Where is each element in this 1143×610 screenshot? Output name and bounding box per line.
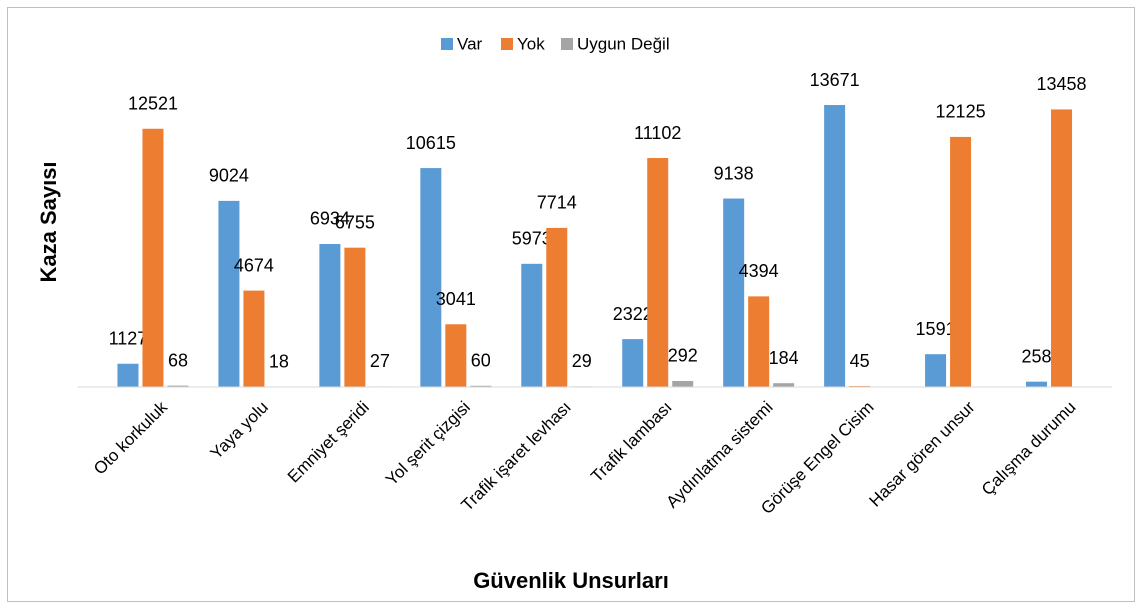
- bar: [925, 354, 947, 387]
- bar: [218, 200, 240, 387]
- data-label: 68: [168, 350, 188, 370]
- data-label: 45: [850, 351, 870, 371]
- bar: [117, 363, 139, 387]
- data-label: 13671: [810, 70, 860, 90]
- bar: [344, 247, 366, 387]
- legend-label: Var: [457, 34, 483, 53]
- legend-swatch: [441, 38, 453, 50]
- data-label: 10615: [406, 133, 456, 153]
- data-label: 1591: [916, 319, 956, 339]
- data-label: 13458: [1036, 74, 1086, 94]
- bar: [546, 227, 568, 387]
- data-label: 292: [668, 346, 698, 366]
- bar: [1051, 109, 1073, 388]
- legend-swatch: [561, 38, 573, 50]
- data-label: 9024: [209, 166, 249, 186]
- y-axis-title: Kaza Sayısı: [36, 161, 61, 282]
- data-label: 7714: [537, 193, 577, 213]
- data-label: 184: [769, 348, 799, 368]
- bar: [420, 168, 442, 387]
- bar: [748, 296, 770, 387]
- bar: [647, 158, 669, 387]
- data-label: 1127: [109, 329, 148, 349]
- bar: [950, 136, 972, 387]
- data-label: 29: [572, 351, 592, 371]
- bar: [824, 105, 846, 388]
- data-label: 12521: [128, 94, 178, 114]
- bar: [672, 380, 694, 387]
- data-label: 6934: [310, 209, 350, 229]
- legend-label: Yok: [517, 34, 545, 53]
- data-label: 4394: [739, 261, 779, 281]
- bar: [445, 324, 467, 387]
- bar: [1026, 381, 1048, 387]
- data-label: 60: [471, 351, 491, 371]
- bar: [142, 128, 164, 387]
- x-axis-title: Güvenlik Unsurları: [473, 568, 669, 593]
- data-label: 2322: [613, 304, 653, 324]
- bar: [622, 339, 644, 387]
- legend-swatch: [501, 38, 513, 50]
- bar: [167, 385, 189, 387]
- bar: [773, 383, 795, 387]
- data-label: 27: [370, 351, 390, 371]
- data-label: 258: [1022, 346, 1052, 366]
- bar: [319, 243, 341, 387]
- bar: [723, 198, 745, 387]
- data-label: 3041: [436, 289, 476, 309]
- chart-frame: [7, 7, 1135, 602]
- data-label: 5973: [512, 229, 552, 249]
- bar: [243, 290, 265, 387]
- data-label: 18: [269, 351, 289, 371]
- legend-label: Uygun Değil: [577, 34, 670, 53]
- data-label: 9138: [714, 163, 754, 183]
- data-label: 11102: [634, 123, 681, 143]
- data-label: 12125: [936, 102, 986, 122]
- bar: [470, 385, 492, 387]
- data-label: 4674: [234, 255, 274, 275]
- bar: [521, 263, 543, 387]
- data-label: 6755: [335, 212, 375, 232]
